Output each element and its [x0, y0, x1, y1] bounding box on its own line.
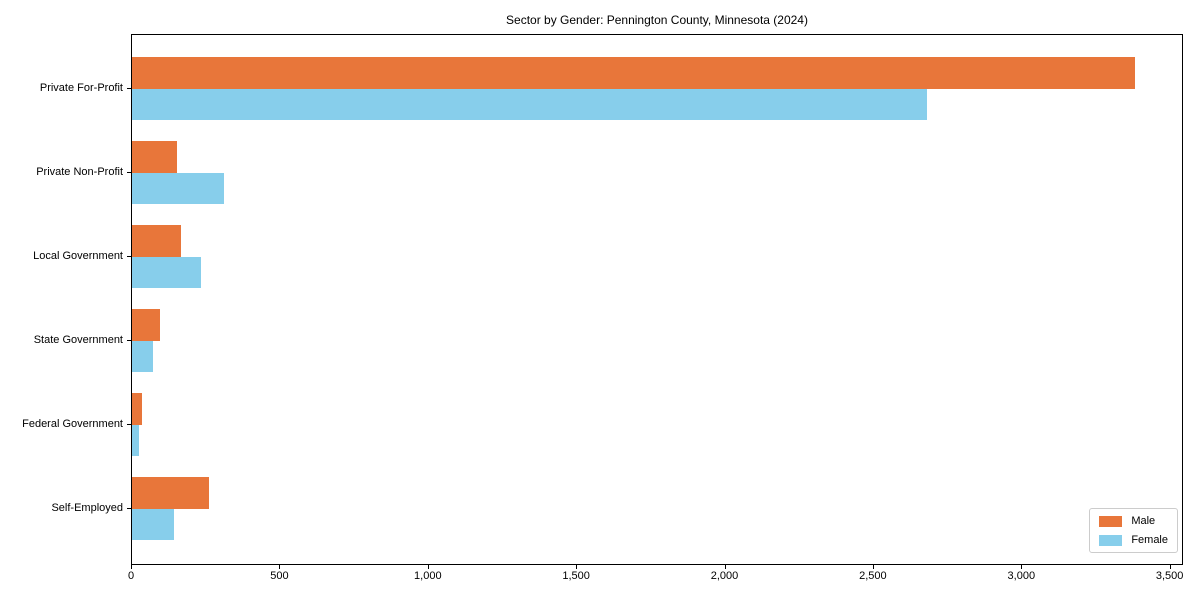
y-axis-label-state-government: State Government	[33, 334, 123, 346]
bar-female-federal-government	[132, 425, 139, 456]
bar-female-state-government	[132, 341, 153, 372]
y-axis-tick-state-government	[127, 340, 131, 341]
y-axis-label-self-employed: Self-Employed	[51, 502, 123, 514]
y-axis-tick-self-employed	[127, 508, 131, 509]
legend-entry-male: Male	[1099, 515, 1168, 527]
bar-male-federal-government	[132, 393, 142, 425]
x-axis-label-1500: 1,500	[562, 570, 590, 582]
x-axis-label-500: 500	[270, 570, 289, 582]
bar-female-self-employed	[132, 509, 174, 540]
legend-swatch-male	[1099, 515, 1123, 527]
x-axis-label-1000: 1,000	[414, 570, 442, 582]
y-axis-label-private-for-profit: Private For-Profit	[39, 82, 123, 94]
chart-title: Sector by Gender: Pennington County, Min…	[506, 13, 808, 27]
y-axis-tick-federal-government	[127, 424, 131, 425]
bar-male-local-government	[132, 225, 181, 257]
x-axis-tick-0	[131, 565, 132, 569]
bar-male-private-for-profit	[132, 57, 1135, 89]
x-axis-label-2000: 2,000	[710, 570, 739, 582]
bar-male-state-government	[132, 309, 160, 341]
x-axis-label-0: 0	[127, 570, 135, 582]
bar-male-self-employed	[132, 477, 209, 509]
x-axis-label-3500: 3,500	[1155, 570, 1184, 582]
bar-female-private-for-profit	[132, 89, 928, 120]
legend-swatch-female	[1099, 534, 1123, 546]
y-axis-tick-local-government	[127, 256, 131, 257]
x-axis-label-2500: 2,500	[859, 570, 887, 582]
plot-area: Male Female	[131, 34, 1183, 565]
bar-male-private-non-profit	[132, 141, 177, 173]
x-axis-tick-2000	[724, 565, 726, 569]
legend-entry-female: Female	[1099, 534, 1168, 546]
y-axis-label-local-government: Local Government	[33, 250, 123, 262]
x-axis-tick-1500	[576, 565, 578, 569]
legend-label-male: Male	[1131, 515, 1156, 527]
y-axis-tick-private-non-profit	[127, 172, 131, 173]
x-axis-tick-3000	[1021, 565, 1023, 569]
x-axis-tick-500	[279, 565, 281, 569]
y-axis-label-federal-government: Federal Government	[22, 418, 123, 430]
x-axis-tick-2500	[872, 565, 874, 569]
x-axis-tick-1000	[427, 565, 429, 569]
x-axis-label-3000: 3,000	[1007, 570, 1036, 582]
bar-female-private-non-profit	[132, 173, 224, 204]
bar-female-local-government	[132, 257, 201, 288]
legend: Male Female	[1089, 508, 1178, 553]
legend-label-female: Female	[1131, 534, 1168, 546]
y-axis-tick-private-for-profit	[127, 88, 131, 89]
x-axis-tick-3500	[1169, 565, 1171, 569]
y-axis-label-private-non-profit: Private Non-Profit	[36, 166, 123, 178]
